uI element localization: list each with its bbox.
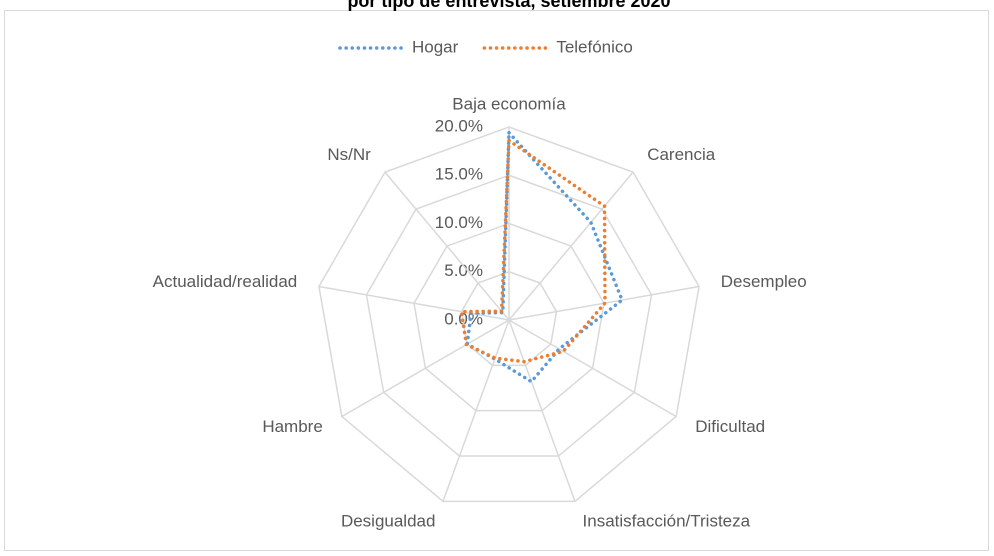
grid-ring: [460, 270, 558, 367]
spoke: [384, 171, 510, 321]
chart-title: por tipo de entrevista, setiembre 2020: [347, 0, 670, 11]
spoke: [508, 319, 576, 502]
category-label: Insatisfacción/Tristeza: [583, 512, 751, 531]
spoke: [341, 319, 510, 418]
category-label: Desempleo: [721, 272, 807, 291]
series-line: [459, 137, 607, 364]
category-label: Carencia: [647, 145, 716, 164]
category-label: Baja economía: [452, 94, 566, 113]
r-tick-label: 5.0%: [444, 261, 483, 280]
chart-frame: [4, 10, 989, 551]
grid-ring: [413, 222, 605, 412]
spoke: [508, 319, 677, 418]
spoke: [508, 171, 634, 321]
grid-ring: [318, 126, 700, 503]
legend-label: Telefónico: [556, 37, 633, 56]
legend-label: Hogar: [412, 37, 459, 56]
category-label: Hambre: [262, 417, 322, 436]
category-label: Desigualdad: [341, 512, 436, 531]
category-label: Dificultad: [695, 417, 765, 436]
r-tick-label: 20.0%: [435, 116, 483, 135]
category-label: Ns/Nr: [327, 145, 371, 164]
spoke: [442, 319, 510, 502]
category-label: Actualidad/realidad: [153, 272, 298, 291]
r-tick-label: 10.0%: [435, 213, 483, 232]
r-tick-label: 15.0%: [435, 165, 483, 184]
grid-ring: [365, 174, 653, 457]
